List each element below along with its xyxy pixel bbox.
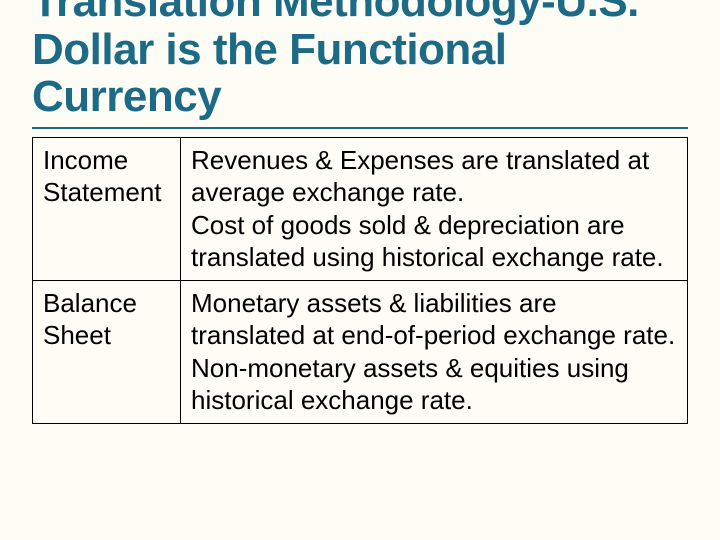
table-row: Income Statement Revenues & Expenses are… [33, 137, 688, 280]
page-title: Translation Methodology-U.S. Dollar is t… [32, 0, 688, 121]
row-content-income-statement: Revenues & Expenses are translated at av… [181, 137, 688, 280]
row-content-balance-sheet: Monetary assets & liabilities are transl… [181, 280, 688, 423]
slide: Translation Methodology-U.S. Dollar is t… [0, 0, 720, 540]
translation-table: Income Statement Revenues & Expenses are… [32, 137, 688, 424]
table-row: Balance Sheet Monetary assets & liabilit… [33, 280, 688, 423]
title-underline [32, 127, 688, 129]
row-label-income-statement: Income Statement [33, 137, 181, 280]
row-label-balance-sheet: Balance Sheet [33, 280, 181, 423]
